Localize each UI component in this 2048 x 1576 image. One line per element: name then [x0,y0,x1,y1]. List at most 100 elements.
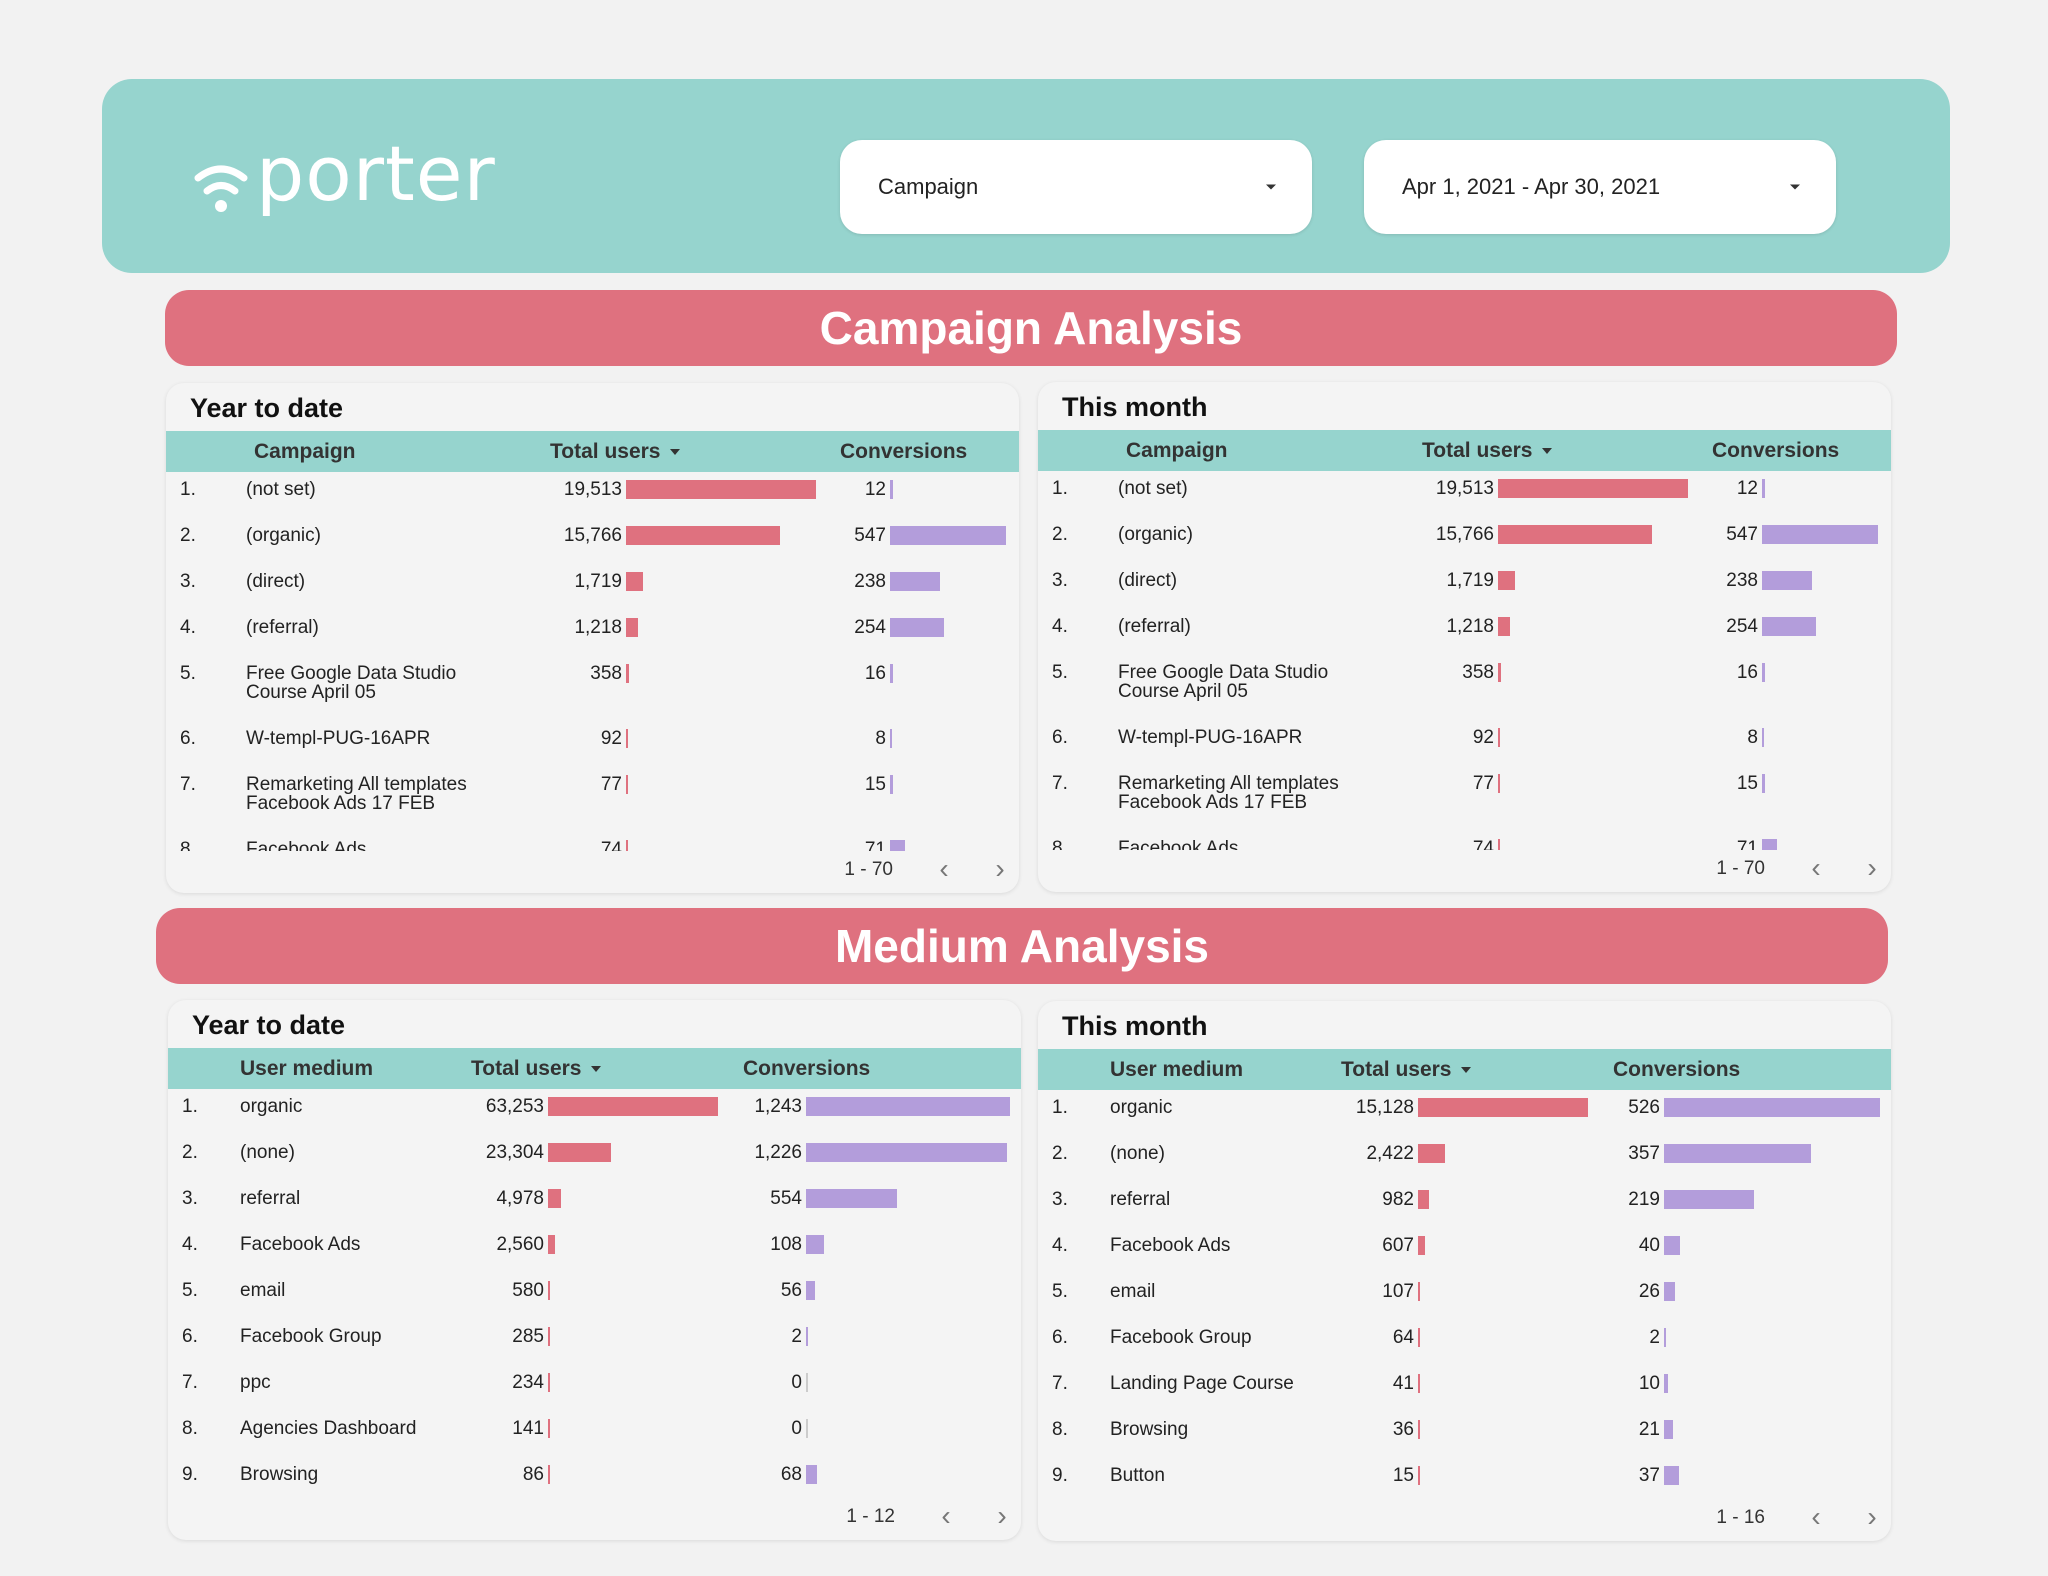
row-name: Browsing [240,1465,318,1484]
column-header-total-users[interactable]: Total users [1422,430,1553,471]
table-row[interactable]: 3. (direct) 1,719 238 [166,564,1019,610]
table-row[interactable]: 6. W-templ-PUG-16APR 92 8 [166,721,1019,767]
row-name-line: ppc [240,1372,271,1393]
conversions-bar [890,840,905,851]
medium-month-table: This month User medium Total users Conversi… [1038,1001,1891,1541]
table-row[interactable]: 1. organic 15,128 526 [1038,1090,1891,1136]
table-row[interactable]: 2. (none) 23,304 1,226 [168,1135,1021,1181]
pagination-range: 1 - 70 [844,859,893,880]
chevron-right-icon[interactable]: › [1867,1501,1877,1532]
chevron-right-icon[interactable]: › [1867,852,1877,883]
total-users-value: 15 [1392,1465,1414,1486]
row-name: Facebook Ads [1118,839,1238,850]
column-header-conversions[interactable]: Conversions [840,440,968,463]
column-header-name[interactable]: Campaign [254,440,356,463]
row-name: Remarketing All templates Facebook Ads 17… [1118,774,1339,812]
column-header-total-users[interactable]: Total users [471,1048,602,1089]
chevron-left-icon[interactable]: ‹ [941,1500,951,1531]
conversions-bar [890,664,893,683]
row-name: email [240,1281,285,1300]
column-header-conversions[interactable]: Conversions [1613,1058,1741,1081]
conversions-value: 108 [770,1234,802,1255]
row-name-line: Button [1110,1465,1165,1486]
row-name-line: Browsing [240,1464,319,1485]
chevron-left-icon[interactable]: ‹ [939,853,949,884]
date-range-dropdown[interactable]: Apr 1, 2021 - Apr 30, 2021 [1364,140,1836,234]
total-users-bar [1498,525,1652,544]
table-row[interactable]: 7. Remarketing All templates Facebook Ads … [166,767,1019,832]
table-row[interactable]: 1. (not set) 19,513 12 [1038,471,1891,517]
column-header-name[interactable]: User medium [1110,1058,1244,1081]
table-row[interactable]: 5. Free Google Data Studio Course April 05… [166,656,1019,721]
table-row[interactable]: 5. email 580 56 [168,1273,1021,1319]
total-users-value: 74 [1472,838,1494,850]
column-header-conversions[interactable]: Conversions [743,1057,871,1080]
table-row[interactable]: 8. Facebook Ads 74 71 [166,832,1019,851]
column-header-conversions[interactable]: Conversions [1712,439,1840,462]
chevron-left-icon[interactable]: ‹ [1811,1501,1821,1532]
column-header-label: Total users [1422,439,1533,462]
table-row[interactable]: 3. (direct) 1,719 238 [1038,563,1891,609]
table-row[interactable]: 7. Remarketing All templates Facebook Ads … [1038,766,1891,831]
medium-analysis-banner: Medium Analysis [156,908,1888,984]
conversions-bar [890,526,1006,545]
table-row[interactable]: 9. Browsing 86 68 [168,1457,1021,1498]
total-users-bar [1418,1144,1445,1163]
total-users-bar [1418,1466,1420,1485]
conversions-bar [890,480,893,499]
column-header-name[interactable]: Campaign [1126,439,1228,462]
chevron-right-icon[interactable]: › [995,853,1005,884]
row-name: (none) [1110,1144,1165,1163]
column-header-total-users[interactable]: Total users [550,431,681,472]
conversions-value: 37 [1638,1465,1660,1486]
chevron-left-icon[interactable]: ‹ [1811,852,1821,883]
table-row[interactable]: 7. Landing Page Course 41 10 [1038,1366,1891,1412]
table-row[interactable]: 1. (not set) 19,513 12 [166,472,1019,518]
porter-logo: porter [194,136,495,226]
table-header: User medium Total users Conversions [168,1048,1021,1089]
column-header-name[interactable]: User medium [240,1057,374,1080]
row-name: Facebook Ads [246,840,366,851]
row-name: Button [1110,1466,1165,1485]
table-row[interactable]: 4. Facebook Ads 2,560 108 [168,1227,1021,1273]
chevron-right-icon[interactable]: › [997,1500,1007,1531]
table-row[interactable]: 2. (organic) 15,766 547 [1038,517,1891,563]
row-index: 8. [180,839,196,851]
table-row[interactable]: 7. ppc 234 0 [168,1365,1021,1411]
table-row[interactable]: 3. referral 4,978 554 [168,1181,1021,1227]
row-index: 8. [1052,1419,1068,1440]
campaign-dropdown[interactable]: Campaign [840,140,1312,234]
pagination-range: 1 - 16 [1716,1507,1765,1528]
table-row[interactable]: 4. Facebook Ads 607 40 [1038,1228,1891,1274]
row-name: (direct) [1118,571,1177,590]
table-row[interactable]: 4. (referral) 1,218 254 [1038,609,1891,655]
column-header-total-users[interactable]: Total users [1341,1049,1472,1090]
table-row[interactable]: 8. Agencies Dashboard 141 0 [168,1411,1021,1457]
table-row[interactable]: 5. Free Google Data Studio Course April 05… [1038,655,1891,720]
total-users-bar [626,480,816,499]
table-row[interactable]: 8. Facebook Ads 74 71 [1038,831,1891,850]
table-row[interactable]: 5. email 107 26 [1038,1274,1891,1320]
total-users-value: 63,253 [485,1096,544,1117]
table-row[interactable]: 8. Browsing 36 21 [1038,1412,1891,1458]
table-row[interactable]: 2. (none) 2,422 357 [1038,1136,1891,1182]
row-index: 9. [182,1464,198,1485]
row-index: 4. [1052,616,1068,637]
pagination: 1 - 12 ‹ › [701,1498,1021,1540]
total-users-bar [1498,839,1500,850]
table-row[interactable]: 6. Facebook Group 64 2 [1038,1320,1891,1366]
conversions-value: 554 [770,1188,802,1209]
row-name: (organic) [246,526,321,545]
table-row[interactable]: 2. (organic) 15,766 547 [166,518,1019,564]
table-row[interactable]: 4. (referral) 1,218 254 [166,610,1019,656]
table-row[interactable]: 1. organic 63,253 1,243 [168,1089,1021,1135]
table-row[interactable]: 9. Button 15 37 [1038,1458,1891,1499]
table-row[interactable]: 6. W-templ-PUG-16APR 92 8 [1038,720,1891,766]
total-users-bar [626,572,643,591]
row-index: 1. [1052,478,1068,499]
conversions-bar [1664,1466,1679,1485]
row-index: 9. [1052,1465,1068,1486]
table-row[interactable]: 6. Facebook Group 285 2 [168,1319,1021,1365]
table-row[interactable]: 3. referral 982 219 [1038,1182,1891,1228]
date-range-value: Apr 1, 2021 - Apr 30, 2021 [1402,174,1661,199]
